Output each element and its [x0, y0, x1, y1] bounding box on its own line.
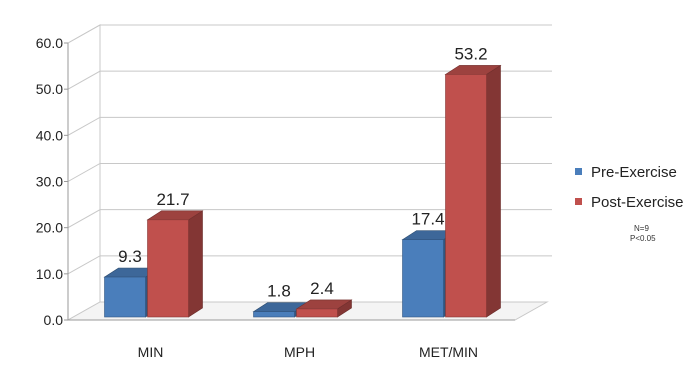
bar-front-face — [147, 219, 189, 318]
gridline — [67, 255, 552, 275]
gridline — [67, 116, 552, 136]
legend-note-n: N=9 — [634, 224, 649, 233]
y-tick-label: 20.0 — [36, 220, 63, 236]
y-tick-label: 0.0 — [44, 312, 64, 328]
gridline — [67, 163, 552, 182]
legend: Pre-Exercise Post-Exercise N=9 P<0.05 — [575, 164, 684, 243]
y-tick-label: 60.0 — [36, 35, 63, 51]
y-tick-label: 50.0 — [36, 81, 63, 97]
data-label: 2.4 — [310, 279, 334, 298]
x-tick-label: MET/MIN — [419, 344, 478, 360]
bar-front-face — [296, 308, 338, 318]
legend-swatch-pre-exercise — [575, 168, 582, 175]
data-label: 53.2 — [454, 44, 487, 63]
gridlines — [67, 24, 552, 275]
bar-side-face — [486, 64, 501, 318]
gridline — [67, 24, 552, 44]
bar-front-face — [402, 239, 444, 318]
y-axis-ticks: 0.0 10.0 20.0 30.0 40.0 50.0 60.0 — [36, 35, 69, 328]
bar-post-exercise-min — [146, 210, 204, 318]
data-labels: 9.3 21.7 1.8 2.4 17.4 53.2 — [118, 44, 487, 300]
bar-front-face — [445, 74, 487, 318]
bar-side-face — [188, 210, 203, 318]
y-tick-label: 40.0 — [36, 127, 63, 143]
bar-post-exercise-met-min — [444, 64, 502, 318]
y-tick-label: 10.0 — [36, 266, 63, 282]
legend-label-pre-exercise: Pre-Exercise — [591, 164, 677, 181]
legend-label-post-exercise: Post-Exercise — [591, 194, 684, 211]
bar-post-exercise-mph — [295, 299, 353, 318]
bars — [103, 64, 502, 318]
bar-front-face — [104, 276, 146, 318]
gridline — [67, 70, 552, 90]
x-tick-label: MIN — [138, 344, 164, 360]
legend-note-p: P<0.05 — [630, 234, 656, 243]
gridline — [67, 209, 552, 229]
bar-front-face — [253, 311, 295, 318]
legend-swatch-post-exercise — [575, 198, 582, 205]
x-tick-label: MPH — [284, 344, 315, 360]
data-label: 17.4 — [411, 210, 444, 229]
x-axis-ticks: MIN MPH MET/MIN — [68, 319, 515, 360]
y-tick-label: 30.0 — [36, 174, 63, 190]
data-label: 21.7 — [156, 190, 189, 209]
data-label: 9.3 — [118, 247, 142, 266]
data-label: 1.8 — [267, 282, 291, 301]
